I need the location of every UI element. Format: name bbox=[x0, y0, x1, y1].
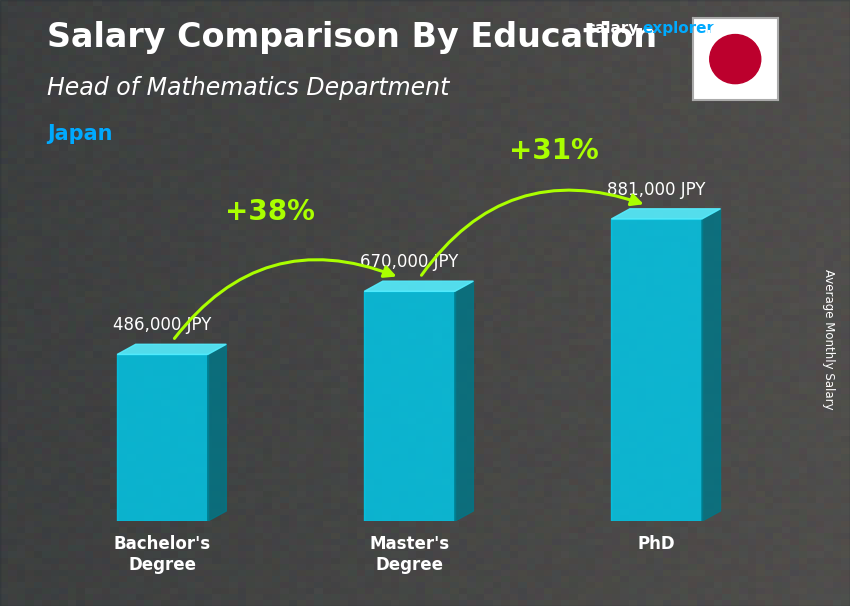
Text: salary: salary bbox=[586, 21, 639, 36]
Text: explorer: explorer bbox=[643, 21, 715, 36]
Polygon shape bbox=[455, 281, 473, 521]
Text: +31%: +31% bbox=[509, 136, 598, 165]
Bar bbox=[365, 291, 455, 521]
Bar bbox=[117, 355, 207, 521]
Text: 670,000 JPY: 670,000 JPY bbox=[360, 253, 459, 271]
Polygon shape bbox=[702, 209, 721, 521]
Text: +38%: +38% bbox=[224, 198, 314, 226]
Text: Salary Comparison By Education: Salary Comparison By Education bbox=[47, 21, 657, 54]
Text: 881,000 JPY: 881,000 JPY bbox=[608, 181, 706, 199]
Text: Japan: Japan bbox=[47, 124, 112, 144]
Polygon shape bbox=[611, 209, 721, 219]
Text: Average Monthly Salary: Average Monthly Salary bbox=[822, 269, 836, 410]
Polygon shape bbox=[365, 281, 473, 291]
Text: 486,000 JPY: 486,000 JPY bbox=[113, 316, 212, 334]
Bar bbox=[611, 219, 702, 521]
Text: Head of Mathematics Department: Head of Mathematics Department bbox=[47, 76, 449, 100]
Circle shape bbox=[710, 35, 761, 84]
Text: .com: .com bbox=[706, 21, 746, 36]
Polygon shape bbox=[117, 344, 226, 355]
Polygon shape bbox=[207, 344, 226, 521]
